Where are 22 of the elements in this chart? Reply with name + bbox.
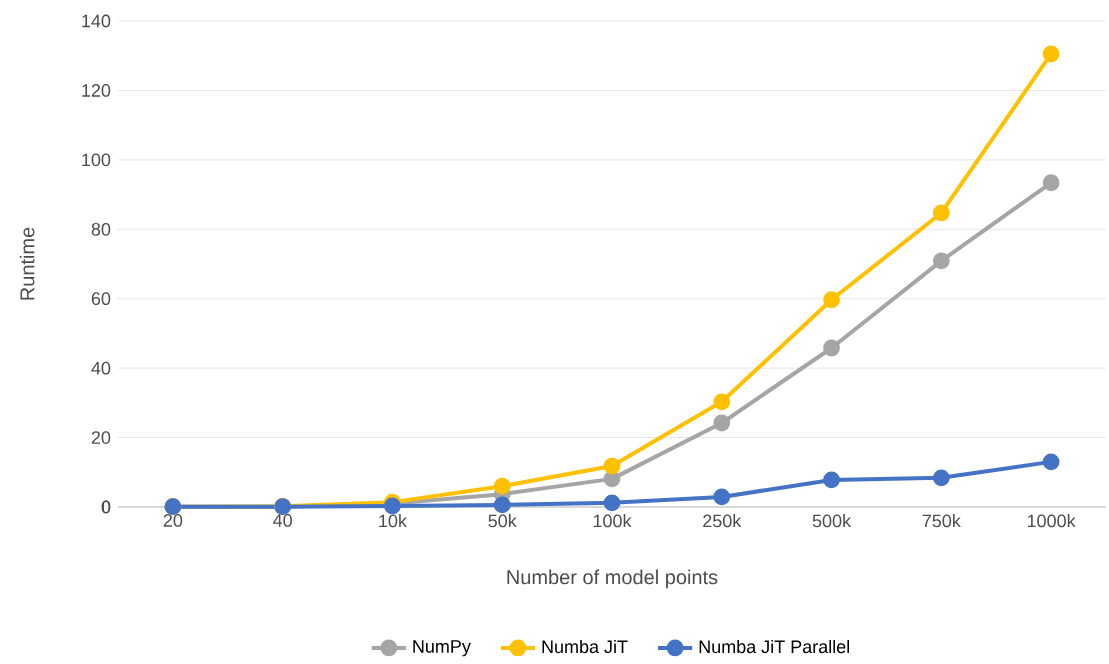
x-tick-label: 40 bbox=[273, 514, 292, 527]
legend-label: Numba JiT bbox=[542, 639, 628, 654]
x-tick-label: 1000k bbox=[1027, 514, 1076, 528]
y-tick-label: 80 bbox=[91, 222, 111, 236]
y-tick-label: 40 bbox=[91, 361, 111, 375]
y-tick-label: 0 bbox=[102, 500, 111, 514]
x-tick-label: 250k bbox=[703, 514, 742, 528]
y-axis-title: Runtime bbox=[19, 227, 35, 300]
legend-label: Numba JiT Parallel bbox=[699, 639, 849, 654]
x-axis-title: Number of model points bbox=[507, 569, 718, 589]
legend-label: NumPy bbox=[413, 640, 471, 657]
y-tick-label: 120 bbox=[82, 84, 111, 97]
x-tick-label: 10k bbox=[379, 514, 407, 528]
y-tick-label: 100 bbox=[82, 153, 111, 167]
x-tick-label: 20 bbox=[163, 514, 183, 527]
x-tick-label: 500k bbox=[812, 514, 852, 528]
x-tick-label: 100k bbox=[593, 514, 632, 528]
y-tick-label: 20 bbox=[91, 431, 111, 444]
x-tick-label: 750k bbox=[922, 514, 961, 528]
x-tick-label: 50k bbox=[488, 514, 517, 528]
y-tick-label: 60 bbox=[91, 292, 111, 306]
y-tick-label: 140 bbox=[82, 14, 111, 28]
